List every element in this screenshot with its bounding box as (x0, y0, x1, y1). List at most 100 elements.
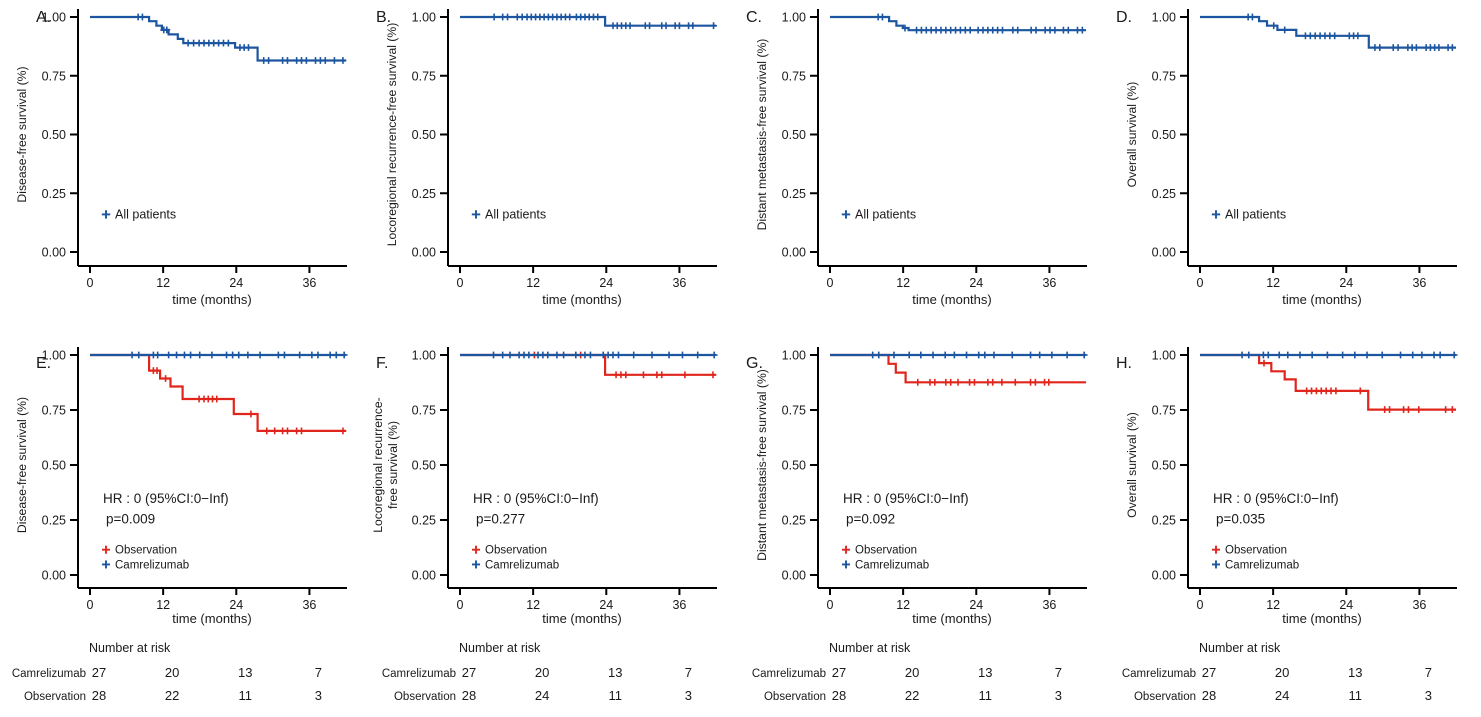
legend: Observation Camrelizumab (472, 545, 559, 571)
risk-count: 13 (1348, 665, 1362, 680)
y-tick-label: 1.00 (412, 11, 436, 25)
y-axis-label: Locoregional recurrence-free survival (%… (385, 23, 399, 247)
y-tick-label: 0.75 (42, 69, 66, 83)
risk-count: 11 (979, 688, 993, 703)
hr-text: HR : 0 (95%CI:0−Inf) (103, 491, 229, 506)
panel-a: A. 0.00 0.25 0.50 0.75 1.00 0 12 24 36 time (month… (15, 9, 347, 307)
p-value-text: p=0.277 (476, 512, 525, 527)
risk-count: 22 (905, 688, 919, 703)
censor-marks-observation (1260, 359, 1456, 413)
y-tick-label: 0.50 (782, 128, 806, 142)
legend: Observation Camrelizumab (842, 545, 929, 571)
risk-count: 20 (1275, 665, 1289, 680)
panel-label: C. (746, 9, 762, 26)
x-tick-label: 0 (827, 598, 834, 612)
risk-count: 24 (535, 688, 549, 703)
risk-count: 3 (1425, 688, 1432, 703)
y-tick-label: 1.00 (782, 11, 806, 25)
x-tick-label: 36 (1042, 276, 1056, 290)
x-tick-label: 36 (302, 276, 316, 290)
y-tick-label: 0.75 (412, 404, 436, 418)
risk-row-label-observation: Observation (764, 691, 826, 703)
risk-table: Number at risk Camrelizumab 27 20 13 7 Observa… (12, 641, 322, 703)
x-tick-label: 0 (87, 276, 94, 290)
x-tick-label: 36 (1412, 276, 1426, 290)
y-tick-label: 0.00 (782, 246, 806, 260)
risk-table: Number at risk Camrelizumab 27 20 13 7 Observa… (1122, 641, 1432, 703)
y-tick-label: 0.00 (1152, 246, 1176, 260)
censor-marks-all-patients (490, 13, 717, 30)
axis: 0.00 0.25 0.50 0.75 1.00 0 12 24 36 time (months) (1152, 347, 1457, 626)
risk-count: 7 (1425, 665, 1432, 680)
risk-count: 11 (609, 688, 623, 703)
y-tick-label: 0.25 (782, 187, 806, 201)
y-axis-label: Distant metastasis-free survival (%) (755, 39, 769, 231)
censor-marks-camrelizumab (490, 351, 718, 359)
axis: 0.00 0.25 0.50 0.75 1.00 0 12 24 36 time (months) (782, 347, 1087, 626)
risk-count: 27 (832, 665, 846, 680)
legend-label-all-patients: All patients (115, 207, 176, 221)
x-tick-label: 12 (896, 276, 910, 290)
panel-g: G. 0.00 0.25 0.50 0.75 1.00 0 12 24 36 time (month… (746, 347, 1088, 703)
x-tick-label: 12 (1266, 276, 1280, 290)
censor-marks-all-patients (134, 13, 347, 64)
censor-marks-all-patients (1244, 13, 1456, 51)
legend-label-camrelizumab: Camrelizumab (115, 559, 189, 571)
curve-observation (460, 353, 716, 376)
risk-count: 13 (978, 665, 992, 680)
panel-label: B. (376, 9, 391, 26)
panel-label: D. (1116, 9, 1132, 26)
risk-count: 7 (315, 665, 322, 680)
y-tick-label: 0.50 (782, 459, 806, 473)
risk-table: Number at risk Camrelizumab 27 20 13 7 Observa… (752, 641, 1062, 703)
risk-count: 3 (315, 688, 322, 703)
risk-count: 28 (92, 688, 106, 703)
risk-count: 3 (685, 688, 692, 703)
legend-label-all-patients: All patients (855, 207, 916, 221)
panel-e: E. 0.00 0.25 0.50 0.75 1.00 0 12 24 36 time (month… (12, 347, 348, 703)
p-value-text: p=0.092 (846, 512, 895, 527)
x-axis-label: time (months) (1282, 611, 1361, 626)
panel-b: B. 0.00 0.25 0.50 0.75 1.00 0 12 24 36 time (month… (376, 9, 717, 307)
y-tick-label: 0.25 (42, 514, 66, 528)
y-tick-label: 1.00 (1152, 349, 1176, 363)
risk-count: 24 (1275, 688, 1289, 703)
x-tick-label: 24 (229, 598, 243, 612)
x-tick-label: 36 (302, 598, 316, 612)
risk-count: 11 (239, 688, 253, 703)
censor-marks-observation (149, 367, 347, 435)
panel-h: H. 0.00 0.25 0.50 0.75 1.00 0 12 24 36 time (month… (1116, 347, 1458, 703)
x-tick-label: 24 (1339, 598, 1353, 612)
risk-table-title: Number at risk (829, 641, 911, 655)
hr-text: HR : 0 (95%CI:0−Inf) (473, 491, 599, 506)
curve-observation (90, 353, 346, 432)
risk-row-label-observation: Observation (24, 691, 86, 703)
x-tick-label: 24 (599, 276, 613, 290)
x-axis-label: time (months) (1282, 292, 1361, 307)
legend-label-observation: Observation (485, 545, 547, 557)
x-tick-label: 12 (156, 598, 170, 612)
y-tick-label: 0.75 (1152, 69, 1176, 83)
curve-observation (1200, 353, 1456, 411)
risk-table-title: Number at risk (1199, 641, 1281, 655)
risk-count: 27 (462, 665, 476, 680)
risk-count: 22 (165, 688, 179, 703)
legend-label-observation: Observation (1225, 545, 1287, 557)
y-tick-label: 0.25 (412, 187, 436, 201)
y-axis-label: Overall survival (%) (1125, 82, 1139, 188)
censor-marks-observation (914, 378, 1053, 386)
y-tick-label: 0.50 (412, 459, 436, 473)
y-tick-label: 0.50 (412, 128, 436, 142)
y-tick-label: 0.25 (1152, 187, 1176, 201)
x-tick-label: 36 (1412, 598, 1426, 612)
p-value-text: p=0.009 (106, 512, 155, 527)
risk-row-label-observation: Observation (394, 691, 456, 703)
risk-count: 3 (1055, 688, 1062, 703)
y-tick-label: 0.25 (1152, 514, 1176, 528)
legend: All patients (841, 207, 916, 221)
risk-count: 27 (92, 665, 106, 680)
risk-row-label-camrelizumab: Camrelizumab (1122, 668, 1196, 680)
x-tick-label: 12 (526, 598, 540, 612)
panel-label: A. (36, 9, 51, 26)
risk-table: Number at risk Camrelizumab 27 20 13 7 Observa… (382, 641, 692, 703)
